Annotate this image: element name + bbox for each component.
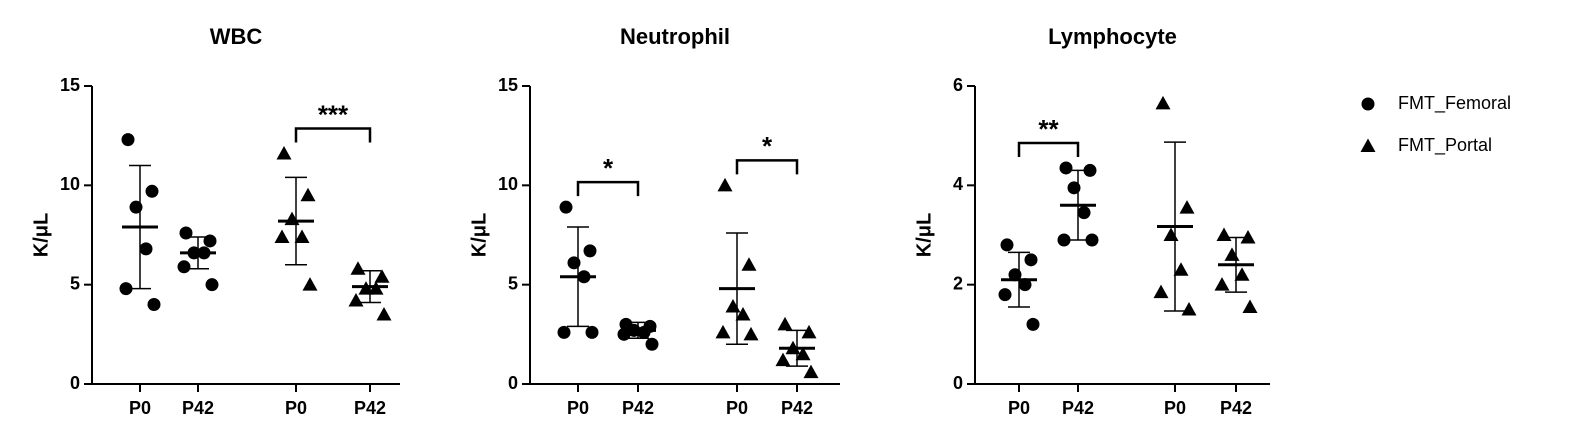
data-point	[1155, 95, 1171, 110]
data-point	[801, 324, 817, 339]
significance-label: *	[762, 131, 773, 161]
data-point	[637, 325, 651, 339]
data-point	[274, 229, 290, 243]
x-tick-label: P0	[1008, 398, 1030, 418]
data-point	[1242, 299, 1258, 314]
data-point	[300, 187, 316, 202]
y-tick-label: 5	[508, 273, 518, 293]
significance-bracket	[735, 159, 799, 175]
data-point	[1153, 284, 1169, 299]
data-point	[284, 211, 300, 226]
legend-marker	[1361, 97, 1375, 111]
data-point	[803, 364, 819, 379]
data-point	[276, 146, 292, 160]
x-tick-label: P42	[1220, 398, 1252, 418]
data-point	[743, 326, 759, 341]
data-point	[1059, 161, 1073, 175]
data-point	[1173, 262, 1189, 276]
data-point	[1163, 227, 1179, 241]
y-axis-label: K/μL	[30, 213, 52, 257]
y-tick-label: 6	[953, 75, 963, 95]
data-point	[1083, 163, 1097, 177]
x-tick-label: P42	[781, 398, 813, 418]
significance-bracket	[294, 127, 372, 143]
data-point	[557, 325, 571, 339]
data-point	[1214, 277, 1230, 291]
data-point	[735, 306, 751, 321]
data-point	[1181, 302, 1197, 316]
data-point	[559, 200, 573, 214]
y-tick-label: 2	[953, 273, 963, 293]
y-tick-label: 10	[498, 174, 518, 194]
data-point	[1085, 233, 1099, 247]
x-tick-label: P42	[182, 398, 214, 418]
y-tick-label: 10	[60, 174, 80, 194]
data-point	[715, 324, 731, 339]
chart-title: Neutrophil	[620, 24, 730, 49]
legend-label: FMT_Femoral	[1398, 93, 1511, 114]
significance-label: *	[603, 153, 614, 183]
data-point	[177, 260, 191, 274]
y-tick-label: 0	[953, 373, 963, 393]
data-point	[147, 298, 161, 312]
x-tick-label: P42	[1062, 398, 1094, 418]
significance-label: ***	[318, 99, 349, 129]
data-point	[348, 293, 364, 307]
data-point	[1077, 206, 1091, 220]
x-tick-label: P0	[129, 398, 151, 418]
y-tick-label: 15	[498, 75, 518, 95]
y-axis-label: K/μL	[468, 213, 490, 257]
data-point	[376, 306, 392, 321]
x-tick-label: P42	[622, 398, 654, 418]
data-point	[1234, 267, 1250, 281]
data-point	[583, 244, 597, 258]
data-point	[1000, 238, 1014, 252]
chart-title: Lymphocyte	[1048, 24, 1177, 49]
data-point	[1224, 247, 1240, 261]
data-point	[741, 257, 757, 271]
y-tick-label: 4	[953, 174, 963, 194]
y-axis-label: K/μL	[913, 213, 935, 257]
data-point	[374, 269, 390, 283]
data-point	[725, 299, 741, 313]
data-point	[1216, 227, 1232, 241]
y-tick-label: 0	[508, 373, 518, 393]
x-tick-label: P0	[285, 398, 307, 418]
y-tick-label: 5	[70, 273, 80, 293]
data-point	[119, 282, 133, 296]
data-point	[302, 277, 318, 291]
data-point	[1057, 233, 1071, 247]
y-tick-label: 15	[60, 75, 80, 95]
legend-label: FMT_Portal	[1398, 135, 1492, 156]
x-tick-label: P42	[354, 398, 386, 418]
data-point	[205, 278, 219, 292]
data-point	[998, 288, 1012, 302]
data-point	[139, 242, 153, 256]
y-tick-label: 0	[70, 373, 80, 393]
data-point	[1240, 229, 1256, 244]
data-point	[1024, 253, 1038, 267]
significance-bracket	[576, 180, 640, 197]
data-point	[585, 325, 599, 339]
data-point	[1179, 200, 1195, 214]
data-point	[775, 352, 791, 367]
data-point	[645, 337, 659, 351]
x-tick-label: P0	[567, 398, 589, 418]
data-point	[121, 133, 135, 147]
data-point	[795, 346, 811, 361]
data-point	[717, 177, 733, 192]
data-point	[145, 184, 159, 198]
data-point	[294, 229, 310, 243]
significance-label: **	[1038, 114, 1059, 144]
significance-bracket	[1017, 141, 1080, 157]
x-tick-label: P0	[726, 398, 748, 418]
data-point	[350, 261, 366, 275]
data-point	[777, 316, 793, 331]
data-point	[1018, 278, 1032, 292]
chart-title: WBC	[210, 24, 263, 49]
legend-marker	[1360, 138, 1376, 152]
data-point	[1026, 317, 1040, 331]
x-tick-label: P0	[1164, 398, 1186, 418]
